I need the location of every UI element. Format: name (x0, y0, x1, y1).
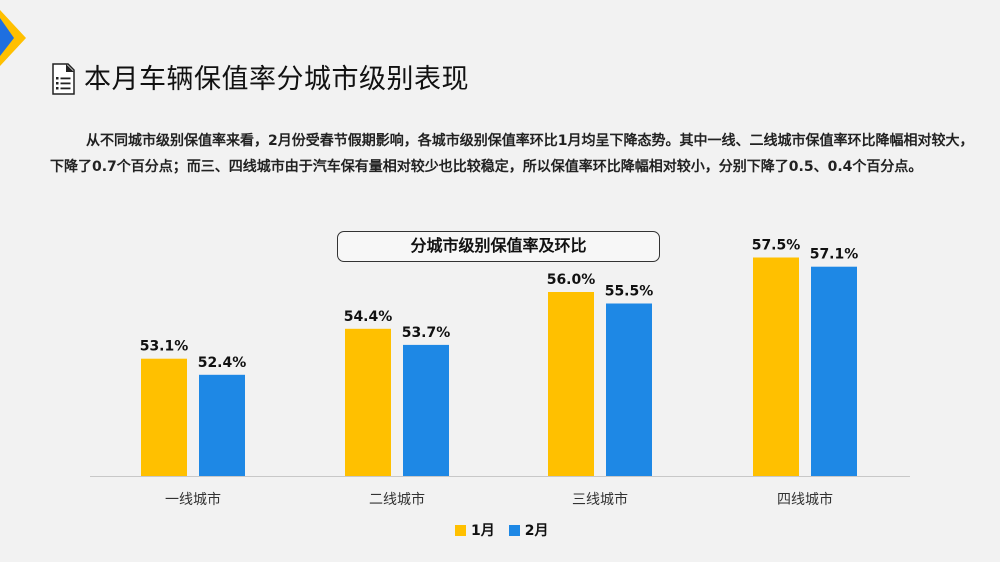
data-label-jan-3: 56.0% (547, 272, 596, 288)
data-label-feb-4: 57.1% (810, 247, 859, 263)
bar-jan-3 (548, 292, 594, 476)
category-label-3: 三线城市 (572, 491, 628, 508)
bar-feb-2 (403, 344, 449, 476)
bar-jan-2 (345, 328, 391, 476)
data-label-feb-2: 53.7% (402, 325, 451, 341)
legend-swatch-jan (455, 524, 466, 536)
category-label-2: 二线城市 (369, 491, 425, 508)
document-icon (52, 63, 75, 95)
legend-label-feb: 2月 (524, 523, 549, 539)
data-label-jan-1: 53.1% (140, 339, 189, 355)
data-label-jan-4: 57.5% (752, 238, 801, 254)
legend-item-feb: 2月 (508, 520, 549, 540)
bar-feb-3 (606, 303, 652, 476)
corner-decoration (0, 10, 26, 66)
legend-label-jan: 1月 (471, 523, 495, 539)
bar-feb-4 (811, 266, 857, 476)
category-label-1: 一线城市 (165, 491, 221, 508)
data-label-jan-2: 54.4% (344, 309, 393, 325)
bar-feb-1 (199, 374, 245, 476)
data-label-feb-3: 55.5% (605, 284, 654, 300)
page-title: 本月车辆保值率分城市级别表现 (84, 64, 469, 95)
bar-jan-4 (753, 257, 799, 476)
bar-jan-1 (141, 358, 187, 476)
legend-item-jan: 1月 (455, 520, 495, 540)
intro-paragraph: 从不同城市级别保值率来看，2月份受春节假期影响，各城市级别保值率环比1月均呈下降… (50, 133, 974, 175)
chart-title: 分城市级别保值率及环比 (337, 231, 660, 262)
legend-swatch-feb (508, 524, 520, 536)
data-label-feb-1: 52.4% (198, 355, 247, 371)
legend: 1月 2月 (455, 520, 549, 540)
category-label-4: 四线城市 (777, 491, 833, 508)
